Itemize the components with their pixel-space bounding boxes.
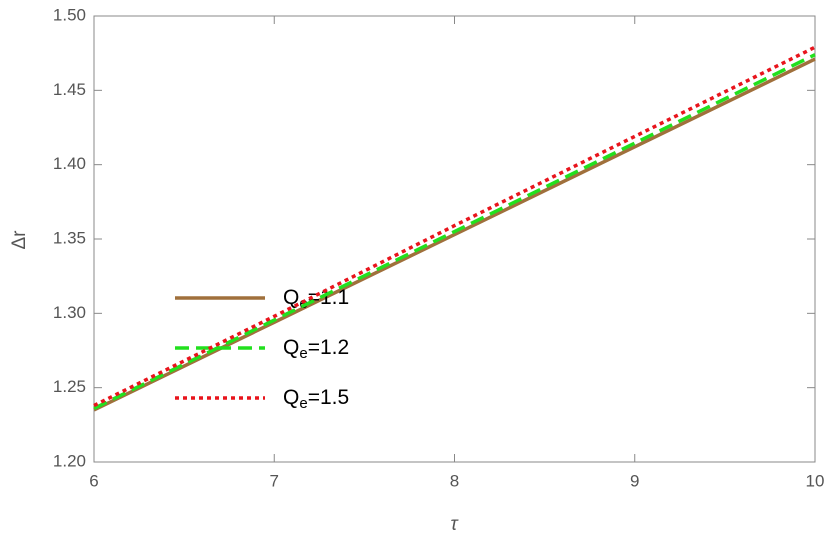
y-tick-label: 1.30: [53, 303, 86, 322]
legend-label: Qe=1.1: [283, 286, 349, 312]
legend-text: =1.5: [308, 386, 349, 409]
x-axis-label: τ: [450, 514, 459, 535]
y-tick-label: 1.35: [53, 228, 86, 247]
x-tick-label: 7: [270, 471, 279, 490]
y-tick-label: 1.20: [53, 451, 86, 470]
x-tick-label: 8: [450, 471, 459, 490]
y-tick-label: 1.45: [53, 80, 86, 99]
x-tick-label: 6: [89, 471, 98, 490]
legend-text: Q: [283, 386, 299, 409]
legend-text: Q: [283, 286, 299, 309]
legend-label: Qe=1.2: [283, 336, 349, 362]
series-line: [93, 45, 816, 408]
series-line: [93, 53, 816, 411]
legend-label: Qe=1.5: [283, 386, 349, 412]
x-tick-label: 10: [806, 471, 825, 490]
y-axis-label: Δr: [9, 230, 30, 250]
x-tick-label: 9: [630, 471, 639, 490]
y-tick-label: 1.25: [53, 377, 86, 396]
legend-text: Q: [283, 336, 299, 359]
y-tick-label: 1.50: [53, 5, 86, 24]
legend-subscript: e: [299, 395, 307, 412]
plot-frame: [93, 15, 816, 463]
legend-text: =1.2: [308, 336, 349, 359]
series-line: [93, 57, 816, 412]
legend-text: =1.1: [308, 286, 349, 309]
legend-subscript: e: [299, 345, 307, 362]
y-tick-label: 1.40: [53, 154, 86, 173]
